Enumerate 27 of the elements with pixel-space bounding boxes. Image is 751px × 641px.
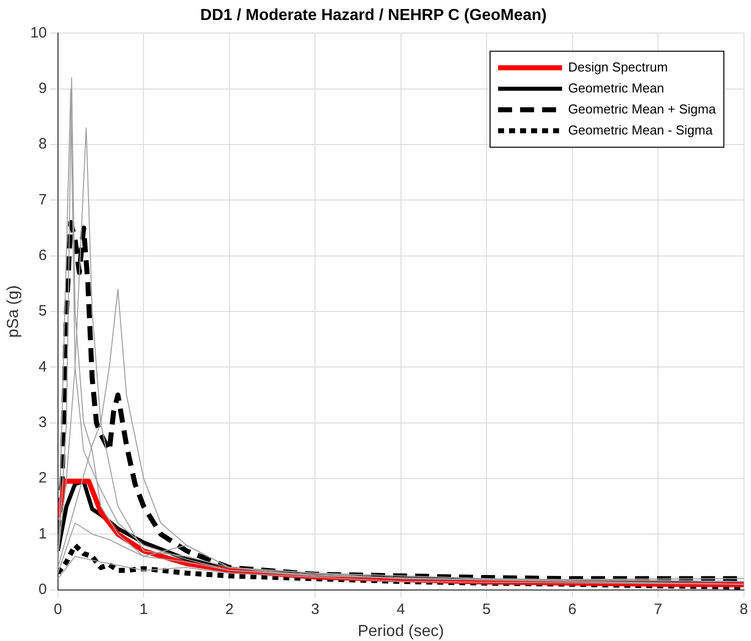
x-tick-label: 0 xyxy=(54,600,62,618)
x-tick-label: 3 xyxy=(310,600,320,618)
x-tick-label: 7 xyxy=(654,600,662,618)
chart-title: DD1 / Moderate Hazard / NEHRP C (GeoMean) xyxy=(200,7,547,24)
y-tick-label: 4 xyxy=(38,358,47,376)
y-tick-label: 1 xyxy=(38,525,47,542)
x-axis-title: Period (sec) xyxy=(358,622,444,640)
y-tick-label: 9 xyxy=(38,80,47,97)
legend-label: Geometric Mean xyxy=(568,80,664,96)
y-tick-label: 0 xyxy=(38,580,47,598)
x-tick-label: 1 xyxy=(139,600,148,618)
y-tick-label: 2 xyxy=(38,470,47,487)
legend-label: Geometric Mean + Sigma xyxy=(568,101,717,116)
x-tick-label: 8 xyxy=(740,600,748,618)
x-tick-label: 5 xyxy=(482,600,491,618)
y-tick-label: 5 xyxy=(38,302,47,320)
x-tick-label: 6 xyxy=(568,600,577,618)
y-axis-title: pSa (g) xyxy=(5,285,22,338)
x-tick-label: 4 xyxy=(396,600,406,618)
y-tick-label: 3 xyxy=(38,414,47,431)
y-tick-label: 8 xyxy=(38,136,47,153)
y-tick-label: 7 xyxy=(38,191,47,208)
legend-label: Geometric Mean - Sigma xyxy=(568,122,714,138)
x-tick-label: 2 xyxy=(225,600,234,618)
y-tick-label: 10 xyxy=(30,24,47,42)
legend-label: Design Spectrum xyxy=(568,59,668,74)
y-tick-label: 6 xyxy=(38,246,47,264)
